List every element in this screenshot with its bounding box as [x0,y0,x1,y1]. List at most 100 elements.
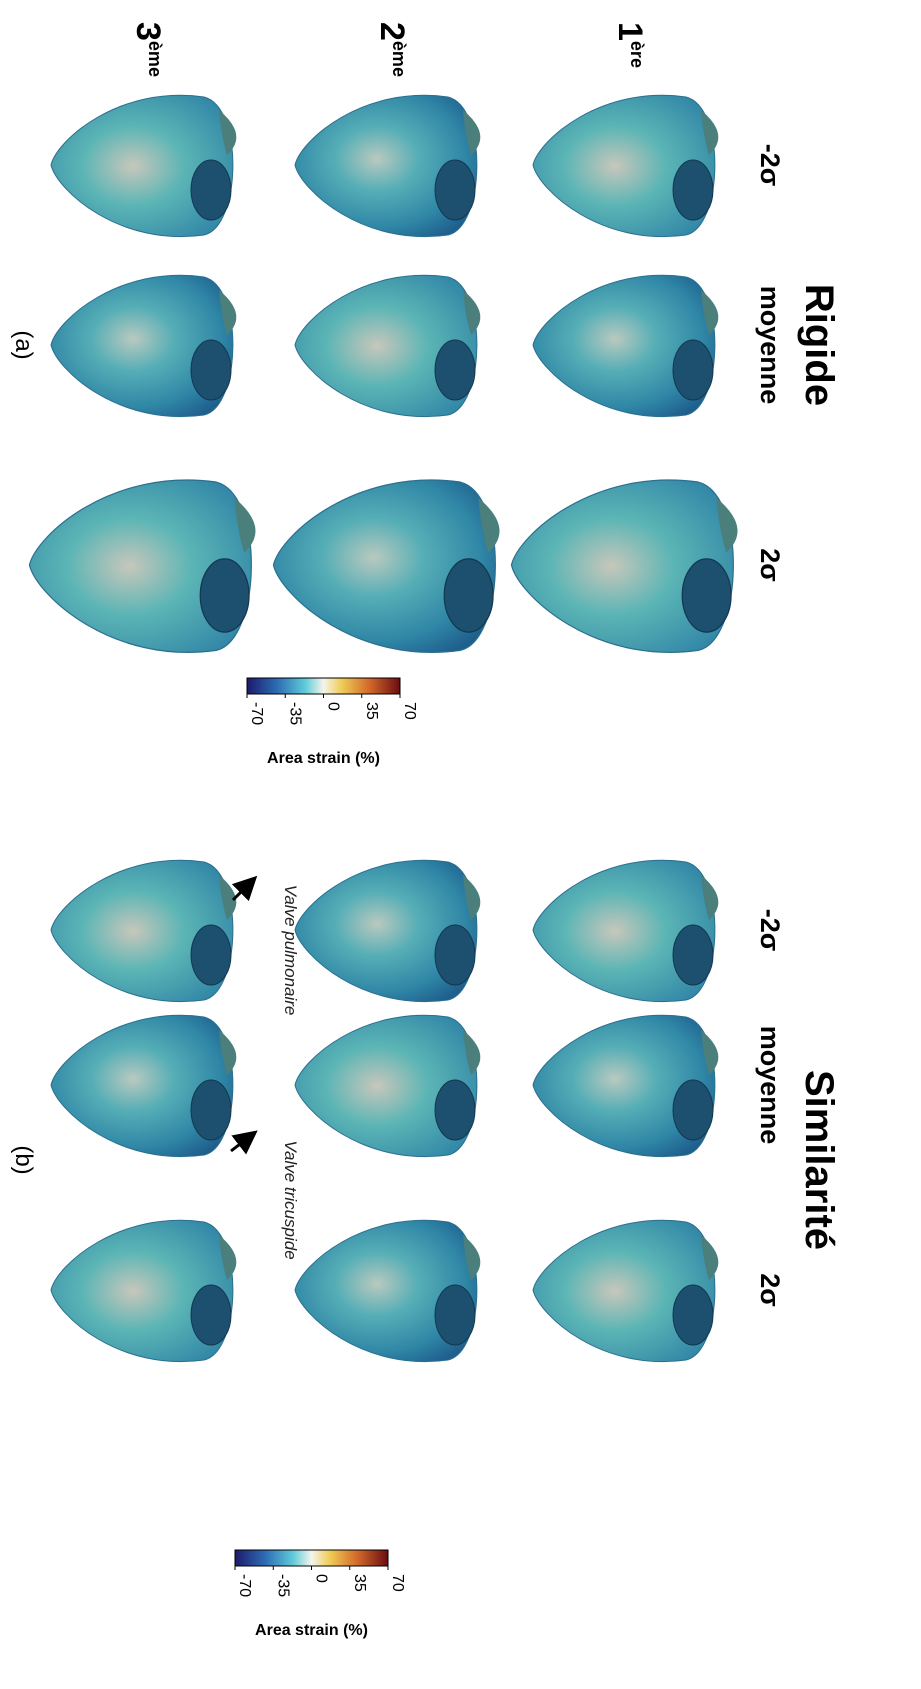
column-label: -2σ [755,144,785,186]
heart-surface [50,274,234,418]
colorbar-tick-label: -70 [236,1574,253,1597]
valve-pulmonary [463,1030,481,1075]
heart-render [532,859,719,1003]
heart-surface [532,274,716,418]
panel-title: Rigide [797,284,841,406]
column-label: moyenne [755,286,785,405]
valve-pulmonary [716,497,738,553]
valve-pulmonary [478,497,500,553]
heart-render [272,479,500,653]
panel-label: (a) [10,330,37,359]
column-label: -2σ [755,909,785,951]
valve-pulmonary [219,110,237,155]
heart-surface [50,1219,234,1363]
heart-surface [294,1219,478,1363]
heart-render [294,274,481,418]
valve-pulmonary [463,290,481,335]
colorbar-tick-label: -35 [286,702,303,725]
heart-render [50,1219,237,1363]
colorbar [246,677,401,695]
heart-surface [50,94,234,238]
colorbar-tick-label: 70 [401,702,418,720]
column-label: 2σ [755,548,785,582]
valve-tricuspid [672,1079,714,1141]
valve-tricuspid [434,1079,476,1141]
annotation-arrow [230,1130,258,1155]
heart-render [532,94,719,238]
colorbar-label: Area strain (%) [267,750,380,767]
heart-render [28,479,256,653]
row-label: 1ère [611,22,649,68]
annotation: Valve pulmonaire [281,885,300,1016]
heart-surface [50,859,234,1003]
valve-tricuspid [434,924,476,986]
colorbar-tick-label: 35 [351,1574,368,1592]
heart-surface [532,859,716,1003]
valve-pulmonary [701,875,719,920]
valve-tricuspid [190,159,232,221]
row-suffix: ème [389,41,409,77]
heart-render [510,479,738,653]
valve-pulmonary [219,1235,237,1280]
colorbar-tick-label: -35 [274,1574,291,1597]
colorbar-tick-label: 70 [389,1574,406,1592]
heart-surface [532,94,716,238]
valve-pulmonary [234,497,256,553]
heart-render [532,1219,719,1363]
row-number: 1 [611,22,649,41]
row-number: 3 [129,22,167,41]
heart-render [50,1014,237,1158]
valve-tricuspid [681,558,732,633]
heart-surface [294,859,478,1003]
heart-surface [294,94,478,238]
valve-pulmonary [701,290,719,335]
heart-render [294,94,481,238]
heart-render [294,859,481,1003]
colorbar-tick-label: 0 [313,1574,330,1583]
colorbar-label: Area strain (%) [255,1622,368,1639]
colorbar-tick-label: 35 [363,702,380,720]
heart-surface [532,1014,716,1158]
colorbar [234,1549,389,1567]
valve-pulmonary [463,1235,481,1280]
valve-pulmonary [219,290,237,335]
heart-surface [294,1014,478,1158]
heart-render [50,859,237,1003]
valve-tricuspid [434,339,476,401]
valve-tricuspid [672,339,714,401]
heart-render [532,1014,719,1158]
valve-pulmonary [701,1030,719,1075]
heart-surface [50,1014,234,1158]
panel-label: (b) [10,1145,37,1174]
panel-title: Similarité [797,1070,841,1250]
valve-tricuspid [199,558,250,633]
valve-tricuspid [672,924,714,986]
column-label: 2σ [755,1273,785,1307]
heart-render [294,1219,481,1363]
valve-tricuspid [434,1284,476,1346]
rotated-content: 1ère2ème3èmeRigide(a)-2σmoyenne2σSimilar… [10,22,841,1363]
valve-pulmonary [463,110,481,155]
valve-tricuspid [190,924,232,986]
heart-render [294,1014,481,1158]
heart-render [532,274,719,418]
valve-tricuspid [190,339,232,401]
colorbar-tick-label: 0 [325,702,342,711]
valve-pulmonary [463,875,481,920]
valve-pulmonary [219,1030,237,1075]
colorbar-tick-label: -70 [248,702,265,725]
column-label: moyenne [755,1026,785,1145]
valve-tricuspid [190,1284,232,1346]
heart-surface [294,274,478,418]
valve-tricuspid [443,558,494,633]
row-suffix: ère [627,41,647,68]
row-label: 2ème [373,22,411,77]
valve-tricuspid [672,159,714,221]
heart-surface [510,479,734,653]
heart-render [50,274,237,418]
valve-pulmonary [701,1235,719,1280]
row-label: 3ème [129,22,167,77]
heart-surface [272,479,496,653]
valve-pulmonary [701,110,719,155]
